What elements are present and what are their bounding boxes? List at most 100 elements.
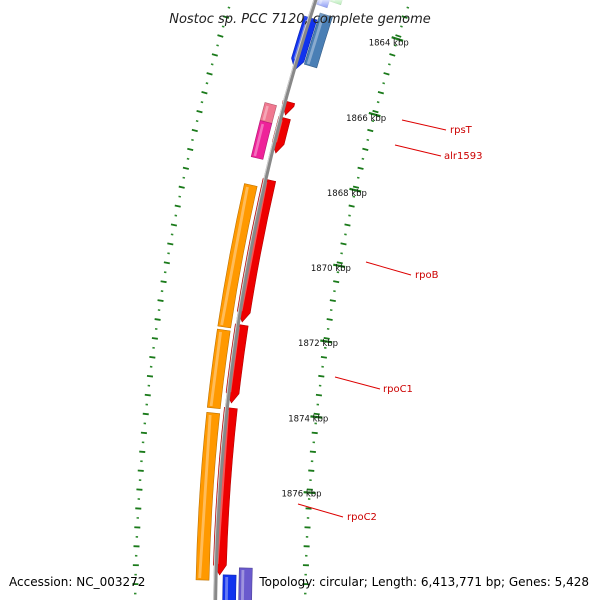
inner-tick bbox=[329, 299, 336, 302]
inner-tick bbox=[393, 44, 397, 47]
inner-tick bbox=[333, 280, 340, 284]
leader-line-alr1593 bbox=[394, 144, 442, 157]
feature-gene-steelblue-top[interactable] bbox=[303, 12, 333, 69]
outer-tick bbox=[186, 157, 190, 160]
outer-tick bbox=[182, 166, 190, 170]
tick-layer: 1864 kbp 1866 kbp 1868 kbp 1870 kbp 1872 kbp… bbox=[132, 6, 410, 595]
leader-line-rpoC1 bbox=[334, 376, 381, 390]
feature-rpoC1-gene[interactable] bbox=[206, 328, 231, 410]
inner-tick bbox=[367, 128, 374, 133]
outer-tick bbox=[205, 82, 209, 85]
outer-tick bbox=[149, 356, 156, 359]
inner-tick bbox=[395, 34, 402, 38]
inner-tick bbox=[318, 374, 325, 378]
gene-label-rpoC2[interactable]: rpoC2 bbox=[347, 512, 377, 523]
inner-tick bbox=[371, 119, 375, 123]
major-tick-1866 bbox=[368, 111, 381, 118]
outer-tick bbox=[142, 412, 149, 416]
outer-tick bbox=[221, 25, 225, 28]
feature-highlight-rpoC1-gene bbox=[209, 331, 223, 407]
feature-highlight-rpoB-gene bbox=[220, 186, 249, 326]
outer-tick bbox=[146, 374, 154, 378]
leader-line-rpsT bbox=[401, 119, 447, 131]
outer-tick bbox=[200, 101, 204, 104]
inner-tick bbox=[362, 147, 369, 152]
inner-tick bbox=[366, 138, 370, 142]
major-tick-1864 bbox=[391, 36, 404, 42]
outer-tick bbox=[210, 63, 214, 66]
inner-tick bbox=[361, 157, 365, 160]
outer-tick bbox=[160, 280, 167, 284]
leader-line-rpoC2 bbox=[297, 503, 344, 518]
inner-tick bbox=[315, 393, 323, 397]
outer-tick bbox=[191, 128, 198, 133]
inner-tick bbox=[400, 25, 403, 28]
feature-highlight-rpoC2-cds bbox=[215, 409, 230, 565]
inner-tick bbox=[356, 176, 360, 179]
outer-tick bbox=[178, 185, 185, 189]
inner-tick bbox=[348, 204, 355, 208]
inner-tick bbox=[376, 101, 380, 104]
outer-tick bbox=[140, 431, 147, 435]
inner-tick bbox=[387, 63, 391, 66]
tick-label-1872: 1872 kbp bbox=[298, 339, 338, 349]
accession-text: Accession: NC_003272 bbox=[9, 575, 145, 589]
outer-tick bbox=[206, 72, 213, 76]
feature-rpoC2-cds[interactable] bbox=[213, 406, 238, 576]
tick-label-1870: 1870 kbp bbox=[311, 264, 351, 274]
feature-rpoC1-cds[interactable] bbox=[225, 323, 249, 404]
topology-text: Topology: circular; Length: 6,413,771 bp… bbox=[258, 575, 589, 589]
major-tick-1872 bbox=[320, 339, 333, 344]
feature-layer bbox=[195, 0, 420, 600]
feature-highlight-gene-blue-bottom bbox=[224, 576, 229, 600]
inner-tick bbox=[323, 337, 330, 340]
outer-tick bbox=[196, 109, 203, 114]
outer-tick bbox=[211, 53, 218, 57]
feature-highlight-gene-steelblue-top bbox=[306, 16, 325, 65]
inner-tick bbox=[340, 242, 347, 246]
inner-tick bbox=[372, 109, 379, 114]
outer-tick bbox=[174, 204, 181, 208]
major-tick-1868 bbox=[349, 187, 362, 193]
outer-tick bbox=[182, 176, 186, 179]
outer-tick bbox=[201, 91, 208, 95]
outer-tick bbox=[191, 138, 194, 142]
tick-label-1876: 1876 kbp bbox=[282, 489, 322, 499]
outer-tick bbox=[216, 44, 219, 47]
inner-tick bbox=[320, 355, 327, 359]
inner-tick bbox=[406, 6, 410, 9]
inner-tick bbox=[348, 214, 351, 217]
feature-rpoC2-gene[interactable] bbox=[195, 411, 221, 581]
feature-highlight-rpsT-gene bbox=[262, 105, 269, 121]
feature-rpoB-gene[interactable] bbox=[217, 183, 258, 329]
feature-gene-blue-bottom[interactable] bbox=[222, 574, 237, 600]
feature-rpsT-gene[interactable] bbox=[259, 102, 277, 124]
outer-tick bbox=[139, 450, 146, 453]
major-tick-1874 bbox=[310, 415, 323, 419]
outer-tick bbox=[167, 242, 174, 246]
outer-tick bbox=[163, 261, 170, 265]
outer-tick bbox=[170, 223, 178, 227]
gene-label-rpoB[interactable]: rpoB bbox=[415, 270, 439, 281]
gene-label-rpoC1[interactable]: rpoC1 bbox=[383, 384, 413, 395]
feature-rpoB-cds[interactable] bbox=[237, 178, 277, 323]
inner-tick bbox=[401, 15, 408, 19]
feature-alr1593-gene[interactable] bbox=[250, 120, 273, 160]
inner-tick bbox=[311, 431, 318, 435]
feature-highlight-alr1593-gene bbox=[253, 123, 265, 157]
gene-label-rpsT[interactable]: rpsT bbox=[450, 125, 473, 136]
inner-tick bbox=[357, 166, 364, 170]
leader-line-rpoB bbox=[365, 261, 412, 276]
top-fade bbox=[300, 0, 420, 20]
outer-tick bbox=[227, 6, 231, 9]
inner-tick bbox=[344, 223, 351, 227]
inner-tick bbox=[383, 72, 390, 76]
gene-label-layer: rpsT alr1593 rpoB rpoC1 rpoC2 bbox=[297, 119, 482, 523]
gene-label-alr1593[interactable]: alr1593 bbox=[444, 151, 482, 162]
feature-gene-purple-bottom[interactable] bbox=[238, 567, 253, 600]
outer-tick bbox=[144, 393, 151, 397]
inner-tick bbox=[326, 318, 333, 321]
inner-tick bbox=[309, 450, 316, 453]
inner-tick bbox=[313, 412, 320, 416]
